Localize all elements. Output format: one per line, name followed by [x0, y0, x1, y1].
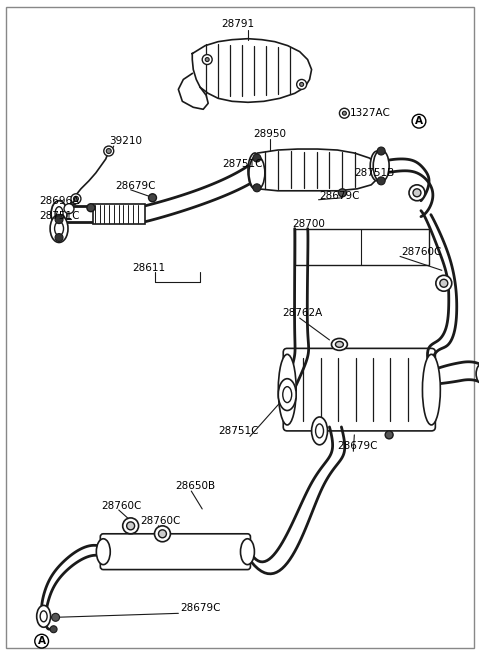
Text: 28679C: 28679C: [337, 441, 378, 451]
Circle shape: [71, 194, 81, 204]
Ellipse shape: [476, 364, 480, 384]
Circle shape: [409, 185, 425, 200]
FancyBboxPatch shape: [283, 348, 435, 431]
Ellipse shape: [55, 221, 63, 236]
Text: A: A: [415, 116, 423, 126]
Circle shape: [123, 518, 139, 534]
Ellipse shape: [40, 611, 47, 622]
Ellipse shape: [370, 151, 384, 181]
Circle shape: [64, 204, 74, 214]
Ellipse shape: [312, 417, 327, 445]
Text: 39210: 39210: [109, 136, 142, 146]
Circle shape: [158, 530, 167, 538]
Ellipse shape: [240, 539, 254, 565]
Circle shape: [106, 149, 111, 153]
Bar: [295, 229, 429, 265]
Text: 28679C: 28679C: [180, 603, 221, 613]
Ellipse shape: [332, 339, 348, 350]
Text: 28762A: 28762A: [282, 308, 322, 318]
Circle shape: [440, 279, 448, 288]
Ellipse shape: [96, 539, 110, 565]
Circle shape: [377, 147, 385, 155]
Circle shape: [55, 215, 63, 223]
Text: 28760C: 28760C: [401, 248, 442, 257]
Text: 28650B: 28650B: [175, 481, 216, 491]
Circle shape: [155, 526, 170, 542]
Ellipse shape: [252, 163, 258, 179]
Ellipse shape: [36, 605, 50, 627]
Ellipse shape: [249, 156, 265, 190]
Ellipse shape: [278, 354, 296, 425]
Text: A: A: [37, 636, 46, 646]
Ellipse shape: [278, 379, 296, 411]
Text: 28760C: 28760C: [141, 516, 181, 526]
Circle shape: [55, 234, 63, 242]
Circle shape: [300, 83, 304, 86]
Circle shape: [297, 79, 307, 89]
Circle shape: [253, 154, 261, 162]
Circle shape: [342, 111, 347, 115]
Circle shape: [50, 626, 57, 633]
Text: 28751C: 28751C: [218, 426, 259, 436]
Ellipse shape: [374, 159, 380, 173]
Circle shape: [436, 275, 452, 291]
Circle shape: [51, 613, 60, 622]
Circle shape: [205, 58, 209, 62]
Circle shape: [253, 184, 261, 192]
Circle shape: [104, 146, 114, 156]
FancyBboxPatch shape: [100, 534, 251, 570]
Text: 28791: 28791: [221, 19, 254, 29]
Text: 28760C: 28760C: [101, 501, 141, 511]
Ellipse shape: [422, 354, 440, 425]
Text: 28696A: 28696A: [39, 196, 79, 206]
Text: 28679C: 28679C: [320, 191, 360, 201]
Circle shape: [385, 431, 393, 439]
Text: 28611: 28611: [132, 263, 165, 273]
Circle shape: [148, 194, 156, 202]
Circle shape: [73, 196, 78, 201]
Circle shape: [338, 189, 347, 196]
Ellipse shape: [50, 215, 68, 242]
Circle shape: [87, 204, 95, 212]
Ellipse shape: [283, 386, 292, 403]
Polygon shape: [252, 149, 377, 191]
Text: 28679C: 28679C: [116, 181, 156, 191]
Text: 1327AC: 1327AC: [349, 108, 390, 119]
Circle shape: [339, 108, 349, 118]
Ellipse shape: [315, 424, 324, 438]
Text: 28751B: 28751B: [354, 168, 395, 178]
Bar: [93, 204, 144, 223]
Polygon shape: [179, 73, 208, 109]
Ellipse shape: [373, 150, 389, 182]
Text: 28751C: 28751C: [222, 159, 263, 169]
Circle shape: [127, 522, 134, 530]
Text: 28700: 28700: [293, 219, 325, 229]
Circle shape: [413, 189, 421, 196]
Ellipse shape: [336, 341, 343, 347]
Text: 28751C: 28751C: [39, 211, 80, 221]
Circle shape: [377, 177, 385, 185]
Polygon shape: [192, 39, 312, 102]
Circle shape: [202, 54, 212, 65]
Ellipse shape: [55, 207, 63, 221]
Ellipse shape: [51, 200, 67, 227]
Text: 28950: 28950: [253, 129, 287, 139]
Ellipse shape: [248, 153, 262, 189]
